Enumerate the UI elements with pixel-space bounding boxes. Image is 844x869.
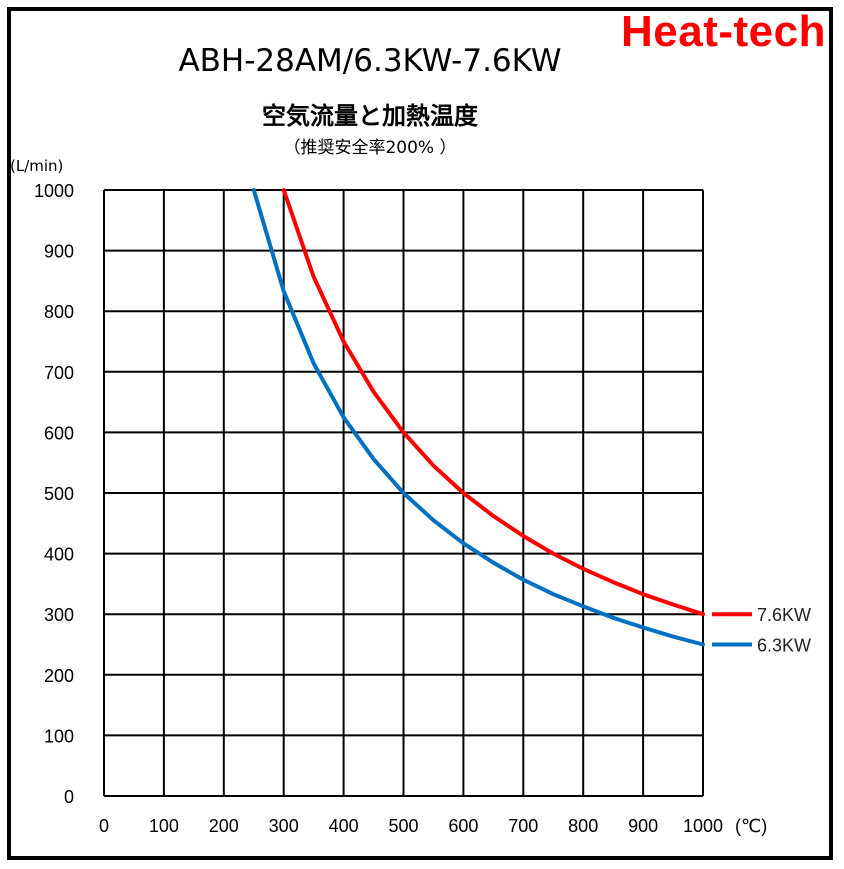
y-tick-label: 100 (44, 726, 74, 746)
y-tick-label: 800 (44, 302, 74, 322)
x-tick-label: 300 (269, 816, 299, 836)
legend: 7.6KW 6.3KW (712, 605, 811, 656)
x-tick-label: 500 (388, 816, 418, 836)
x-tick-label: 700 (508, 816, 538, 836)
chart-frame (7, 7, 833, 860)
y-axis-unit: (L/min) (10, 157, 63, 175)
x-tick-label: 800 (568, 816, 598, 836)
legend-label: 6.3KW (757, 636, 811, 656)
x-tick-labels: 0 100 200 300 400 500 600 700 800 900 1000 (99, 816, 723, 836)
x-tick-label: 900 (628, 816, 658, 836)
y-tick-label: 300 (44, 605, 74, 625)
y-tick-label: 700 (44, 363, 74, 383)
brand-logo: Heat-tech (621, 7, 826, 56)
chart-note: （推奨安全率200% ） (283, 138, 457, 158)
x-tick-label: 600 (448, 816, 478, 836)
y-tick-label: 1000 (34, 181, 74, 201)
series-line-6.3KW (251, 188, 705, 647)
x-tick-label: 0 (99, 816, 109, 836)
series-lines (251, 188, 705, 647)
y-tick-label: 600 (44, 423, 74, 443)
y-tick-labels: 0 100 200 300 400 500 600 700 800 900 1000 (34, 181, 74, 807)
y-tick-label: 500 (44, 484, 74, 504)
x-tick-label: 100 (149, 816, 179, 836)
chart-title: ABH-28AM/6.3KW-7.6KW (178, 43, 562, 79)
y-tick-label: 400 (44, 545, 74, 565)
y-tick-label: 0 (64, 787, 74, 807)
x-axis-unit: (℃) (735, 816, 767, 836)
y-tick-label: 200 (44, 666, 74, 686)
grid (103, 189, 704, 797)
chart-subtitle: 空気流量と加熱温度 (262, 102, 478, 130)
legend-label: 7.6KW (757, 605, 811, 625)
x-tick-label: 1000 (683, 816, 723, 836)
x-tick-label: 200 (209, 816, 239, 836)
series-line-7.6KW (281, 188, 705, 617)
x-tick-label: 400 (329, 816, 359, 836)
y-tick-label: 900 (44, 242, 74, 262)
